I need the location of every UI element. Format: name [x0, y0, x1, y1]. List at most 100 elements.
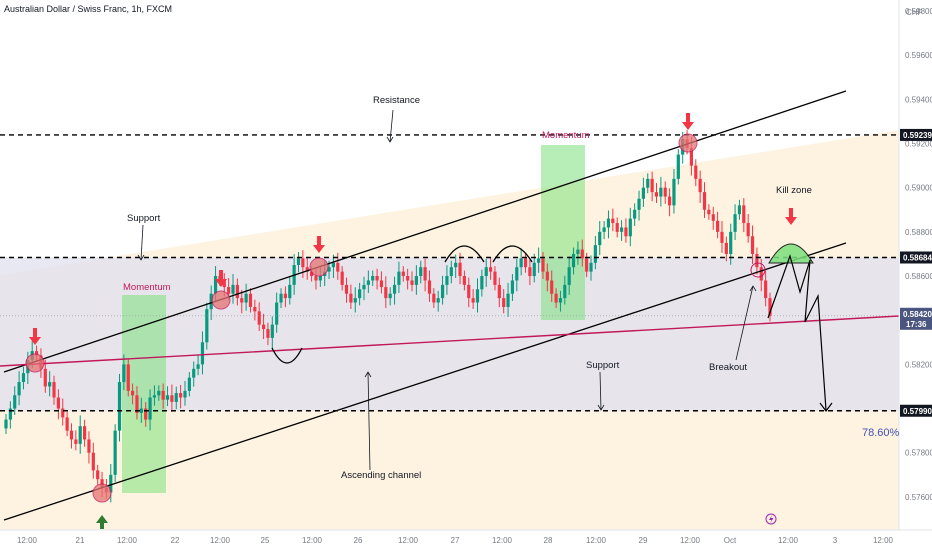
- price-tick-label: 0.58600: [905, 272, 932, 281]
- drawing-tools: [0, 90, 900, 529]
- candle-body: [764, 280, 768, 299]
- candle-body: [406, 276, 410, 281]
- candle-body: [580, 249, 584, 259]
- candle-body: [371, 276, 375, 281]
- candle-body: [720, 231, 724, 243]
- level-tag-label: 0.57990: [903, 407, 932, 416]
- swing-arc: [444, 245, 485, 263]
- candle-body: [353, 298, 357, 303]
- candle-body: [646, 178, 650, 188]
- pivot-circle: [309, 257, 329, 277]
- candle-body: [750, 236, 755, 254]
- candle-body: [213, 276, 218, 294]
- candle-body: [126, 364, 130, 391]
- candle-body: [248, 293, 253, 307]
- candle-body: [515, 267, 519, 281]
- candle-body: [541, 258, 545, 272]
- candle-body: [593, 245, 597, 263]
- candle-body: [615, 223, 619, 232]
- annotation-pointer: [389, 109, 394, 143]
- price-tick-label: 0.59600: [905, 51, 932, 60]
- annotation-pointer-head: [137, 254, 145, 261]
- chart-title: Australian Dollar / Swiss Franc, 1h, FXC…: [4, 4, 172, 14]
- candle-body: [69, 430, 74, 440]
- candle-body: [314, 276, 318, 281]
- candle-body: [227, 287, 231, 294]
- candle-body: [135, 395, 139, 413]
- price-tick-label: 0.58800: [905, 228, 932, 237]
- candle-body: [454, 262, 458, 268]
- candle-body: [179, 393, 183, 398]
- candle-body: [729, 231, 733, 254]
- candle-body: [585, 258, 589, 272]
- candle-body: [423, 267, 427, 281]
- candle-body: [493, 271, 497, 285]
- annotation-pointer-head: [597, 404, 605, 411]
- candle-body: [694, 165, 698, 179]
- candle-body: [471, 298, 475, 303]
- candle-body: [667, 196, 672, 206]
- candle-body: [445, 276, 449, 285]
- candle-body: [379, 280, 384, 288]
- candle-body: [488, 267, 493, 272]
- momentum-label-right: Momentum: [542, 130, 590, 141]
- candle-body: [296, 258, 301, 265]
- candle-body: [663, 187, 667, 197]
- candle-body: [17, 382, 21, 396]
- candle-body: [82, 426, 87, 440]
- price-tick-label: 0.59400: [905, 95, 932, 104]
- candle-body: [567, 267, 571, 285]
- candle-body: [362, 284, 366, 290]
- price-tick-label: 0.58200: [905, 360, 932, 369]
- down-arrow: [215, 270, 227, 287]
- time-tick-label: 21: [76, 536, 85, 545]
- candle-body: [497, 284, 501, 299]
- candle-body: [366, 280, 370, 285]
- candle-body: [344, 284, 349, 294]
- candle-body: [397, 271, 401, 285]
- candle-body: [139, 408, 143, 413]
- lightning-icon[interactable]: [765, 513, 777, 525]
- candle-body: [633, 209, 637, 219]
- time-tick-label: 26: [354, 536, 363, 545]
- time-tick-label: 27: [451, 536, 460, 545]
- annotation-pointer-head: [386, 136, 394, 143]
- trendline: [0, 315, 900, 367]
- time-tick-label: 12:00: [302, 536, 323, 545]
- pivot-circle: [750, 262, 766, 278]
- candle-body: [209, 293, 213, 310]
- candle-body: [432, 293, 436, 303]
- pivot-circle: [25, 353, 45, 373]
- time-tick-label: 28: [544, 536, 553, 545]
- candle-body: [576, 249, 580, 254]
- candle-body: [301, 258, 305, 268]
- candle-body: [624, 227, 628, 237]
- pivot-circle: [678, 133, 698, 153]
- candle-body: [384, 287, 388, 299]
- candle-body: [261, 324, 266, 330]
- momentum-label-left: Momentum: [123, 282, 171, 293]
- candle-body: [283, 293, 288, 299]
- down-arrow: [29, 328, 41, 345]
- candle-body: [611, 218, 615, 224]
- price-tick-label: 0.57800: [905, 449, 932, 458]
- projection-path: [767, 254, 827, 411]
- candle-body: [165, 395, 170, 400]
- support-label-bottom: Support: [586, 360, 620, 371]
- projection-arrowhead: [819, 402, 833, 412]
- countdown-label: 17:36: [906, 320, 927, 329]
- candle-body: [4, 419, 8, 429]
- candle-body: [519, 258, 523, 268]
- price-axis[interactable]: 0.59800 0.59600 0.59400 0.59200 0.59000 0.588…: [898, 0, 932, 530]
- price-tick-label: 0.59800: [905, 7, 932, 16]
- candle-body: [506, 293, 510, 307]
- time-tick-label: 12:00: [117, 536, 138, 545]
- time-axis[interactable]: 12:00 21 12:00 22 12:00 25 12:00 26 12:00 27 12:00…: [0, 529, 932, 545]
- candle-body: [707, 209, 711, 215]
- swing-arc: [271, 347, 303, 364]
- time-tick-label: 12:00: [778, 536, 799, 545]
- time-tick-label: 25: [261, 536, 270, 545]
- kill-zone-label: Kill zone: [776, 185, 812, 196]
- candle-body: [340, 271, 344, 285]
